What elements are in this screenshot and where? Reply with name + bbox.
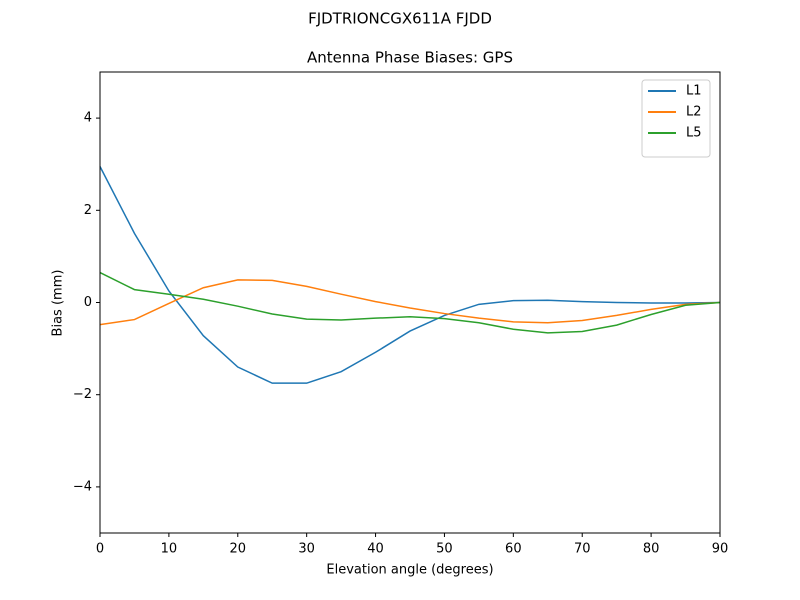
legend-label: L1 (686, 84, 702, 99)
x-tick-label: 20 (230, 542, 247, 557)
line-series (99, 271, 721, 334)
y-tick-label: −2 (73, 387, 92, 402)
x-tick-label: 70 (574, 542, 591, 557)
x-tick-label: 10 (161, 542, 178, 557)
chart-title: Antenna Phase Biases: GPS (307, 49, 513, 67)
legend-label: L2 (686, 105, 702, 120)
y-axis-label: Bias (mm) (51, 270, 66, 337)
y-tick-label: −4 (73, 479, 92, 494)
plot-frame (99, 71, 721, 534)
y-tick-label: 2 (84, 203, 92, 218)
x-tick-label: 60 (505, 542, 522, 557)
legend-label: L5 (686, 126, 702, 141)
x-axis-label: Elevation angle (degrees) (326, 563, 493, 578)
line-series (99, 279, 721, 326)
line-series (99, 166, 721, 384)
y-tick-label: 0 (84, 295, 92, 310)
x-tick-label: 90 (712, 542, 729, 557)
suptitle: FJDTRIONCGX611A FJDD (308, 10, 492, 28)
y-tick-label: 4 (84, 111, 92, 126)
x-tick-label: 30 (298, 542, 315, 557)
x-tick-label: 40 (367, 542, 384, 557)
legend-box (641, 79, 711, 158)
x-tick-label: 80 (643, 542, 660, 557)
x-tick-label: 50 (436, 542, 453, 557)
x-tick-label: 0 (96, 542, 104, 557)
